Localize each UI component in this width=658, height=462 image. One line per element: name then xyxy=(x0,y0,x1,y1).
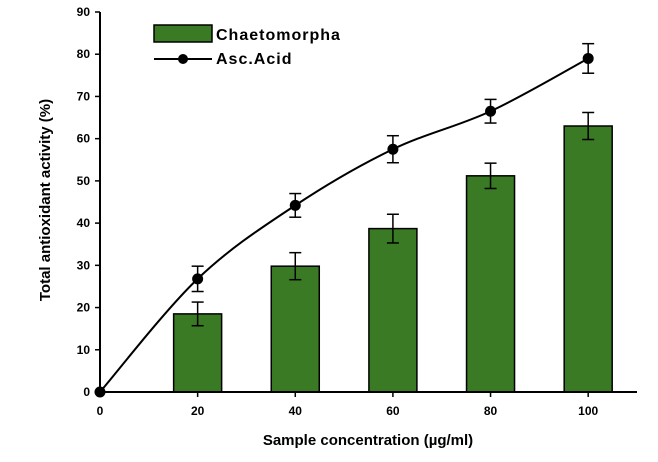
point-asc-acid xyxy=(289,199,301,211)
y-tick-label: 30 xyxy=(77,258,91,272)
y-tick-label: 90 xyxy=(77,5,91,19)
axes-layer xyxy=(99,12,637,393)
bar-chaetomorpha xyxy=(172,313,223,393)
bars-layer xyxy=(172,125,613,393)
point-asc-acid xyxy=(387,143,399,155)
y-tick-label: 0 xyxy=(83,385,90,399)
point-asc-acid xyxy=(582,52,594,64)
ticks-layer: 0 10 20 30 40 50 60 70 80 90 0 20 40 60 80 100 xyxy=(77,5,599,418)
x-tick-label: 60 xyxy=(386,404,400,418)
y-tick-label: 40 xyxy=(77,216,91,230)
x-tick-label: 0 xyxy=(97,404,104,418)
legend-label-asc-acid: Asc.Acid xyxy=(216,51,292,68)
bar-chaetomorpha xyxy=(465,175,516,393)
y-tick-label: 70 xyxy=(77,89,91,103)
y-tick-label: 20 xyxy=(77,301,91,315)
bar-chaetomorpha xyxy=(270,265,321,393)
error-bar-chaetomorpha xyxy=(289,251,302,281)
y-tick-label: 10 xyxy=(77,343,91,357)
y-tick-label: 50 xyxy=(77,174,91,188)
bar-chaetomorpha xyxy=(563,125,613,393)
y-tick-label: 60 xyxy=(77,132,91,146)
x-tick-label: 80 xyxy=(484,404,498,418)
point-asc-acid xyxy=(192,273,204,285)
y-tick-label: 80 xyxy=(77,47,91,61)
error-bar-chaetomorpha xyxy=(484,162,497,190)
legend-swatch-asc-acid-marker xyxy=(178,54,188,64)
bar-chaetomorpha xyxy=(368,227,418,393)
error-bar-chaetomorpha xyxy=(191,301,204,327)
legend: Chaetomorpha Asc.Acid xyxy=(153,24,341,68)
point-asc-acid xyxy=(485,105,497,117)
line-layer xyxy=(94,52,594,398)
legend-swatch-chaetomorpha xyxy=(153,24,213,43)
error-bar-chaetomorpha xyxy=(582,111,595,141)
error-bar-chaetomorpha xyxy=(386,213,399,244)
x-axis-title: Sample concentration (µg/ml) xyxy=(263,432,473,449)
y-axis-title: Total antioxidant activity (%) xyxy=(37,99,54,301)
line-asc-acid xyxy=(99,57,589,393)
x-tick-label: 40 xyxy=(289,404,303,418)
x-tick-label: 100 xyxy=(578,404,598,418)
x-tick-label: 20 xyxy=(191,404,205,418)
legend-label-chaetomorpha: Chaetomorpha xyxy=(216,27,341,44)
